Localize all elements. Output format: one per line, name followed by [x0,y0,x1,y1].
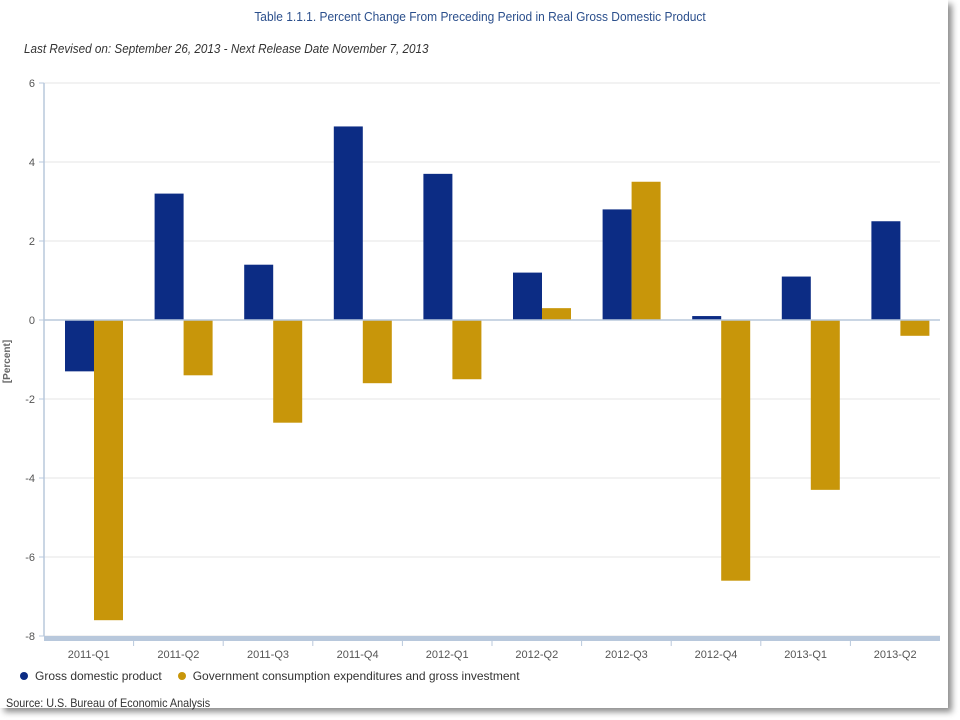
x-tick-label: 2011-Q4 [337,649,379,661]
legend-label-gdp: Gross domestic product [35,669,162,683]
bars [65,126,930,621]
bar-gdp[interactable] [871,221,901,320]
bar-gdp[interactable] [154,193,184,320]
source-note: Source: U.S. Bureau of Economic Analysis [6,696,211,710]
x-tick-label: 2011-Q3 [247,649,289,661]
tick-labels: 6 4 2 0 -2 -4 -6 -8 2011-Q1 2011-Q2 2011-Q3 2011-Q4… [25,78,916,661]
legend-dot-government [177,672,186,680]
y-tick-label: -6 [25,552,35,564]
x-tick-label: 2012-Q2 [515,649,558,661]
bar-gdp[interactable] [244,264,274,320]
legend: Gross domestic product Government consum… [20,668,536,684]
bar-gdp[interactable] [333,126,363,320]
legend-label-government: Government consumption expenditures and … [192,669,520,683]
x-tick-label: 2012-Q4 [695,649,738,661]
y-tick-label: 6 [29,78,35,90]
bar-government[interactable] [362,320,392,384]
y-tick-label: -2 [25,394,35,406]
bar-government[interactable] [273,320,303,423]
bar-government[interactable] [183,320,213,376]
legend-item-gdp[interactable]: Gross domestic product [20,669,162,683]
bar-gdp[interactable] [781,276,811,320]
bar-government[interactable] [452,320,482,380]
bar-government[interactable] [810,320,840,490]
x-tick-label: 2011-Q1 [68,649,110,661]
legend-dot-gdp [20,672,28,680]
bar-government[interactable] [900,320,930,336]
x-tick-label: 2012-Q1 [426,649,469,661]
bar-gdp[interactable] [692,316,722,320]
bar-government[interactable] [542,308,571,320]
bar-gdp[interactable] [513,272,542,320]
x-tick-label: 2013-Q1 [784,649,827,661]
grid-lines [44,82,940,637]
y-tick-label: 2 [29,236,35,248]
x-tick-label: 2013-Q2 [874,649,917,661]
legend-item-government[interactable]: Government consumption expenditures and … [177,669,520,683]
bar-government[interactable] [631,181,661,320]
bar-government[interactable] [721,320,751,581]
y-tick-label: -8 [25,631,35,643]
chart-title: Table 1.1.1. Percent Change From Precedi… [254,9,706,24]
chart-subtitle: Last Revised on: September 26, 2013 - Ne… [24,41,429,56]
y-tick-label: 0 [29,315,35,327]
x-tick-label: 2012-Q3 [605,649,648,661]
bar-gdp[interactable] [423,173,453,320]
bar-gdp[interactable] [602,209,632,320]
x-tick-label: 2011-Q2 [157,649,199,661]
y-tick-label: 4 [29,157,35,169]
axes [39,82,940,646]
y-tick-label: -4 [25,473,35,485]
bar-gdp[interactable] [65,320,94,372]
bar-government[interactable] [94,320,123,621]
